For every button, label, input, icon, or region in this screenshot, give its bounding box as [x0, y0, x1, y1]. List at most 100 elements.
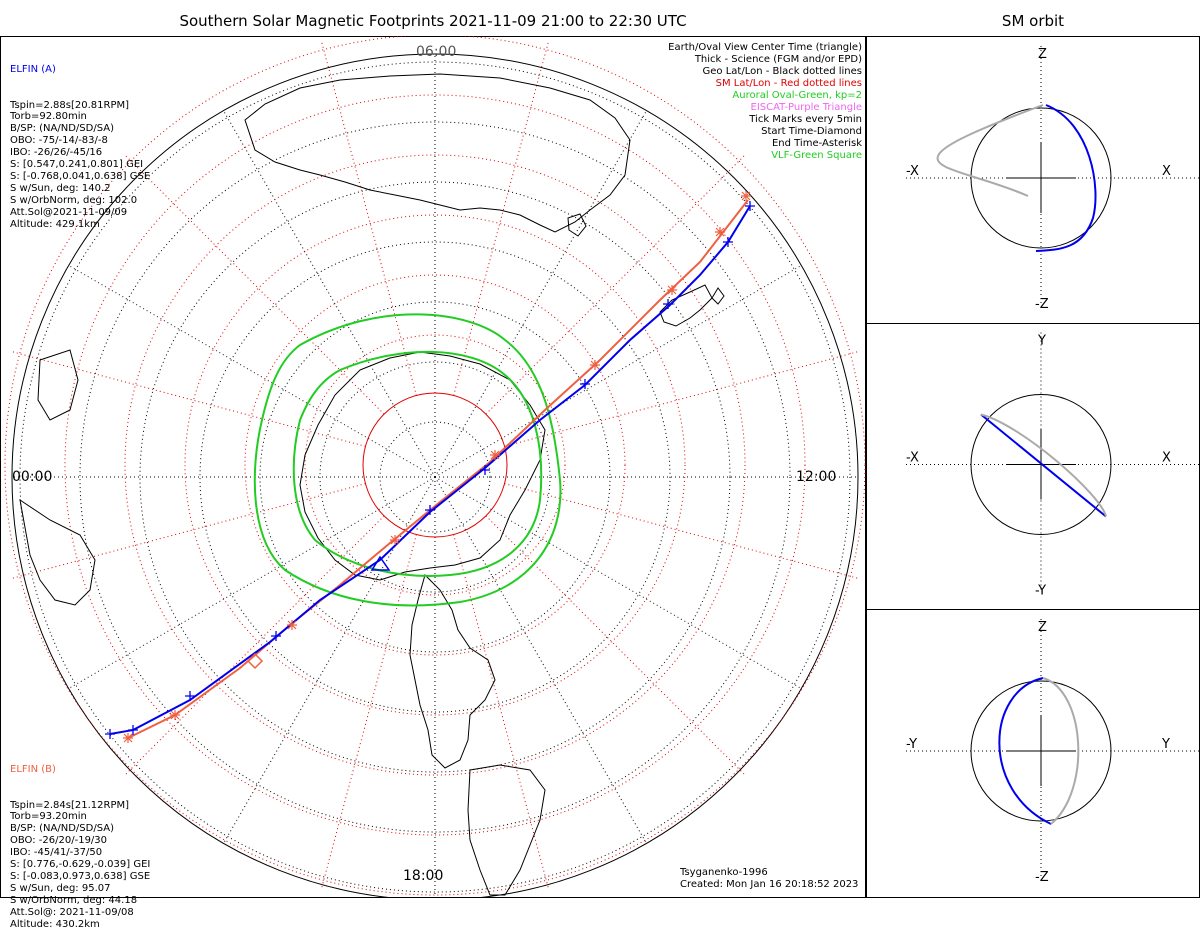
sm-lon-line — [485, 515, 747, 777]
elfin-b-info-line: Altitude: 430.2km — [10, 918, 100, 930]
orbit-axis-label: Z — [1038, 620, 1047, 635]
elfin-b-track — [127, 199, 749, 739]
continents — [19, 73, 725, 896]
elfin-a-tick — [128, 725, 138, 735]
orbit-axis-label: Y — [1161, 737, 1170, 752]
orbit-b-back — [936, 104, 1044, 197]
elfin-a-tick — [185, 691, 195, 701]
legend-item: EISCAT-Purple Triangle — [750, 101, 863, 113]
mlt-label-right: 12:00 — [796, 469, 837, 485]
geo-lat-circle — [79, 121, 791, 833]
elfin-b-tick — [741, 191, 751, 201]
geo-grid — [12, 54, 858, 898]
orbit-axis-label: -Z — [1035, 297, 1049, 312]
geo-lon-line — [434, 256, 817, 478]
elfin-b-info-line: S: [-0.083,0.973,0.638] GSE — [10, 870, 151, 882]
australia-coast — [244, 73, 631, 233]
view-center-triangle — [370, 555, 391, 571]
legend-item: SM Lat/Lon - Red dotted lines — [715, 77, 862, 89]
sm-lat-circle — [244, 274, 626, 656]
elfin-b-info-line: Att.Sol@: 2021-11-09/08 — [10, 906, 134, 918]
orbit-b-back — [980, 413, 1107, 517]
orbit-axis-label: -Y — [906, 737, 917, 752]
orbit-panel-2: Y -Y -X X — [906, 332, 1200, 599]
orbit-axis-label: X — [1162, 164, 1171, 179]
africa-coast — [467, 764, 546, 896]
legend-item: End Time-Asterisk — [771, 137, 862, 149]
sm-lon-line — [320, 534, 417, 891]
elfin-b-info-line: IBO: -45/41/-37/50 — [10, 847, 103, 859]
mlt-label-left: 00:00 — [12, 469, 53, 485]
geo-lat-circle — [319, 361, 551, 593]
sm-lon-line — [453, 39, 550, 396]
legend-item: Auroral Oval-Green, kp=2 — [732, 89, 862, 101]
elfin-a-info-line: OBO: -75/-14/-83/-8 — [10, 135, 108, 147]
sm-lon-line — [123, 515, 385, 777]
created-credit: Created: Mon Jan 16 20:18:52 2023 — [680, 879, 859, 890]
earth-circle — [970, 394, 1112, 535]
elfin-a-info: ELFIN (A) Tspin=2.88s[20.81RPM] Torb=92.8… — [10, 40, 150, 242]
legend: Earth/Oval View Center Time (triangle) Th… — [668, 42, 862, 162]
geo-lon-line — [434, 476, 817, 698]
sm-lat-circle — [4, 36, 866, 896]
elfin-b-info: ELFIN (B) Tspin=2.84s[21.12RPM] Torb=93.2… — [10, 740, 150, 942]
mlt-label-bottom: 18:00 — [403, 868, 444, 884]
elfin-a-tick — [105, 729, 115, 739]
geo-lon-line — [53, 476, 436, 698]
elfin-a-info-line: B/SP: (NA/ND/SD/SA) — [10, 123, 114, 135]
nz-coast — [659, 284, 713, 327]
sm-lon-line — [504, 350, 861, 447]
map-frame — [0, 36, 866, 898]
elfin-b-tick — [590, 360, 600, 370]
sm-lat-circle — [124, 154, 746, 776]
elfin-b-info-line: Tspin=2.84s[21.12RPM] — [10, 799, 130, 811]
sm-lon-line — [504, 483, 861, 580]
elfin-a-tick — [723, 237, 733, 247]
elfin-b-tick — [170, 710, 180, 720]
legend-item: Earth/Oval View Center Time (triangle) — [668, 42, 862, 53]
elfin-b-tick — [287, 620, 297, 630]
geo-lon-line — [214, 95, 436, 478]
sm-lon-line — [485, 153, 747, 415]
elfin-b-info-line: OBO: -26/20/-19/30 — [10, 835, 108, 847]
elfin-b-info-line: S: [0.776,-0.629,-0.039] GEI — [10, 859, 151, 871]
africa-tip — [19, 498, 96, 606]
sm-lat-circle — [362, 392, 508, 538]
mlt-label-top: 06:00 — [416, 44, 457, 60]
legend-item: Start Time-Diamond — [761, 125, 862, 137]
orbit-axis-label: X — [1162, 451, 1171, 466]
earth-circle — [970, 107, 1112, 249]
geo-lon-line — [214, 476, 436, 859]
legend-item: Geo Lat/Lon - Black dotted lines — [702, 65, 862, 77]
nz-north — [711, 287, 725, 305]
legend-item: VLF-Green Square — [771, 149, 862, 161]
elfin-a-info-line: S: [0.547,0.241,0.801] GEI — [10, 159, 144, 171]
madagascar-coast — [37, 349, 79, 421]
start-diamond-b — [246, 652, 264, 670]
elfin-a-info-line: Altitude: 429.1km — [10, 218, 100, 230]
map-title: Southern Solar Magnetic Footprints 2021-… — [179, 12, 687, 30]
elfin-a-tick — [425, 505, 435, 515]
orbit-axis-label: Y — [1037, 334, 1046, 349]
elfin-a-info-line: Att.Sol@2021-11-09/09 — [10, 206, 128, 218]
elfin-b-info-line: S w/OrbNorm, deg: 44.18 — [10, 894, 138, 906]
elfin-a-info-line: S: [-0.768,0.041,0.638] GSE — [10, 170, 151, 182]
elfin-a-info-line: S w/Sun, deg: 140.2 — [10, 182, 111, 194]
elfin-b-info-line: Torb=93.20min — [10, 811, 87, 823]
legend-item: Thick - Science (FGM and/or EPD) — [694, 53, 862, 65]
orbit-axis-label: -Y — [1035, 584, 1046, 599]
auroral-oval-inner — [292, 350, 543, 577]
geo-lat-circle — [379, 421, 491, 533]
elfin-a-tick — [745, 201, 755, 211]
auroral-oval-outer — [253, 313, 562, 607]
sm-lon-line — [123, 153, 385, 415]
earth-circle — [970, 680, 1112, 822]
elfin-b-name: ELFIN (B) — [10, 763, 56, 775]
elfin-a-info-line: IBO: -26/26/-45/16 — [10, 147, 103, 159]
sm-lat-circle — [64, 94, 806, 836]
geo-lon-line — [434, 476, 656, 859]
geo-lon-line — [434, 95, 656, 478]
sm-lat-circle — [304, 334, 566, 596]
sm-orbit-panels: Z -Z -X X Y -Y -X X Z -Z -Y Y — [906, 46, 1200, 885]
geo-lat-circle — [259, 301, 611, 653]
